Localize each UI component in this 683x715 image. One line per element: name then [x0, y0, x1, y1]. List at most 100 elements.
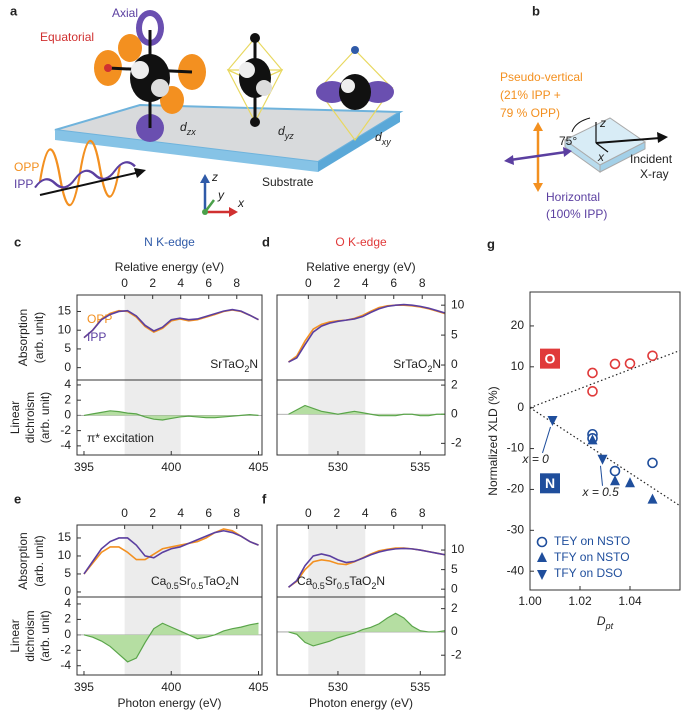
compound-label-part: 0.5: [166, 581, 179, 591]
top-axis-label: Relative energy (eV): [306, 260, 415, 274]
incident-label: X-ray: [640, 167, 669, 181]
y-axis-label: Normalized XLD (%): [486, 386, 500, 495]
y-axis-label: Linear: [8, 619, 22, 652]
legend-label: IPP: [87, 330, 106, 344]
y-axis-label: Absorption: [16, 532, 30, 589]
x-tick-label: 400: [161, 680, 181, 694]
y-tick-label: 0: [451, 406, 458, 420]
atom: [131, 61, 149, 79]
top-tick-label: 2: [149, 276, 156, 290]
arrow-head: [504, 155, 514, 165]
top-tick-label: 8: [419, 506, 426, 520]
compound-label-part: Ca: [297, 574, 313, 588]
y-tick-label: 0: [451, 357, 458, 371]
pseudo-vertical-label: Pseudo-vertical: [500, 70, 583, 84]
x-axis-label: Photon energy (eV): [309, 696, 413, 710]
top-tick-label: 0: [305, 276, 312, 290]
y-axis-label: (arb. unit): [38, 392, 52, 443]
compound-label-part: 0.5: [191, 581, 204, 591]
point: [648, 351, 657, 360]
x-axis-label-part: D: [597, 614, 606, 628]
top-tick-label: 2: [333, 276, 340, 290]
annotation-arrow: [543, 427, 551, 453]
compound-label-part: 0.5: [312, 581, 325, 591]
opp-label: OPP: [14, 160, 39, 174]
compound-label-part: TaO: [203, 574, 225, 588]
pseudo-vertical-label: 79 % OPP): [500, 106, 560, 120]
y-tick-label: 4: [64, 377, 71, 391]
x-axis-label-part: pt: [605, 621, 614, 631]
orbital-label: xy: [381, 137, 392, 147]
y-tick-label: 0: [64, 360, 71, 374]
y-tick-label: 0: [451, 581, 458, 595]
top-tick-label: 8: [233, 276, 240, 290]
y-tick-label: -40: [507, 563, 525, 577]
y-axis-label: (arb. unit): [38, 610, 52, 661]
top-axis-label: Relative energy (eV): [115, 260, 224, 274]
y-tick-label: 15: [58, 304, 72, 318]
horizontal-label: Horizontal: [546, 190, 600, 204]
arrow-head: [200, 174, 210, 183]
panel-label: d: [262, 234, 270, 249]
figure: a: [0, 0, 683, 715]
y-tick-label: 10: [451, 297, 465, 311]
y-tick-label: 10: [511, 359, 525, 373]
compound-label-part: N: [376, 574, 385, 588]
y-tick-label: 2: [451, 601, 458, 615]
y-tick-label: 10: [451, 542, 465, 556]
y-tick-label: -4: [60, 658, 71, 672]
panel-label: g: [487, 236, 495, 251]
compound-label: SrTaO2N: [210, 357, 258, 374]
top-tick-label: 2: [333, 506, 340, 520]
legend-marker: [538, 538, 547, 547]
shade: [308, 525, 365, 675]
x-tick-label: 1.04: [618, 594, 642, 608]
atom: [151, 79, 169, 97]
chart-title: O K-edge: [335, 235, 387, 249]
panel-label: c: [14, 234, 21, 249]
x-axis-label: Dpt: [597, 614, 614, 631]
element-label: O: [545, 350, 556, 366]
point: [648, 458, 657, 467]
axis-label: x: [597, 150, 605, 164]
x-tick-label: 535: [410, 460, 430, 474]
arrow-head: [229, 207, 238, 217]
x-tick-label: 395: [74, 460, 94, 474]
panel-a: a: [10, 3, 400, 217]
top-tick-label: 6: [205, 276, 212, 290]
orbital-label: dxy: [375, 130, 391, 147]
compound-label-part: SrTaO: [210, 357, 244, 371]
y-tick-label: 5: [64, 341, 71, 355]
axis-origin: [202, 209, 208, 215]
y-tick-label: 5: [451, 562, 458, 576]
point: [611, 359, 620, 368]
point: [626, 359, 635, 368]
point: [548, 416, 558, 426]
y-tick-label: 20: [511, 318, 525, 332]
atom: [239, 62, 255, 78]
panel-label: f: [262, 491, 267, 506]
y-tick-label: 0: [451, 624, 458, 638]
axis-label: x: [237, 196, 245, 210]
y-tick-label: -30: [507, 522, 525, 536]
top-tick-label: 6: [390, 276, 397, 290]
point: [625, 477, 635, 487]
pseudo-vertical-label: (21% IPP +: [500, 88, 561, 102]
compound-label-part: Sr: [325, 574, 337, 588]
y-tick-label: 0: [64, 408, 71, 422]
top-tick-label: 0: [121, 506, 128, 520]
y-tick-label: 5: [64, 566, 71, 580]
y-axis-label: (arb. unit): [32, 535, 46, 586]
legend-label: TFY on NSTO: [554, 550, 630, 564]
y-tick-label: 0: [64, 627, 71, 641]
element-label: N: [545, 475, 555, 491]
point: [610, 475, 620, 485]
point: [611, 467, 620, 476]
top-tick-label: 4: [362, 276, 369, 290]
y-tick-label: -2: [451, 647, 462, 661]
y-tick-label: -4: [60, 438, 71, 452]
top-tick-label: 4: [362, 506, 369, 520]
atom: [104, 64, 112, 72]
axial-label: Axial: [112, 6, 138, 20]
point: [588, 387, 597, 396]
